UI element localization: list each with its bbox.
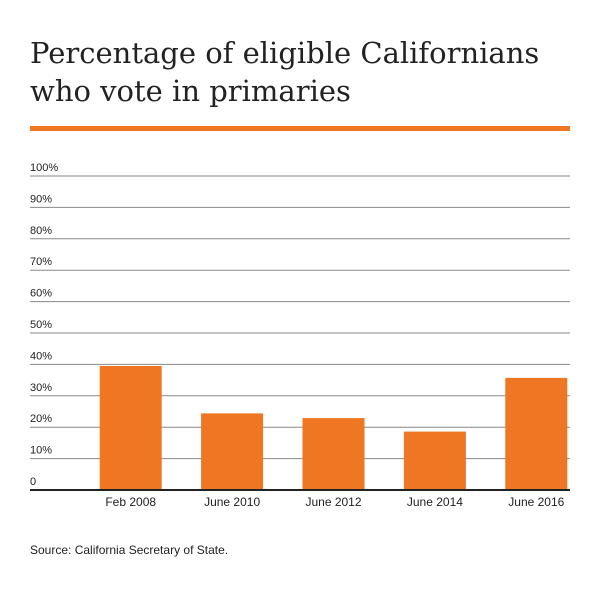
- bar: [302, 418, 365, 490]
- y-tick-label: 10%: [30, 445, 52, 457]
- bar: [505, 377, 568, 490]
- bar-chart: 0 10% 20% 30% 40% 50% 60% 70% 80% 90% 100% Feb 2008…: [30, 162, 570, 509]
- y-tick-label: 100%: [30, 162, 58, 174]
- bar: [201, 413, 264, 490]
- chart-title-line-1: Percentage of eligible Californians: [30, 36, 540, 70]
- x-tick-label: Feb 2008: [105, 495, 156, 509]
- y-tick-label: 20%: [30, 413, 52, 425]
- chart-title-line-2: who vote in primaries: [30, 74, 351, 108]
- y-tick-label: 60%: [30, 288, 52, 300]
- source-note: Source: California Secretary of State.: [30, 543, 229, 557]
- x-tick-label: June 2016: [508, 495, 564, 509]
- x-tick-label: June 2012: [305, 495, 361, 509]
- y-tick-label: 50%: [30, 319, 52, 331]
- x-tick-label: June 2014: [407, 495, 463, 509]
- y-tick-label: 70%: [30, 256, 52, 268]
- y-tick-label: 80%: [30, 225, 52, 237]
- title-divider: [30, 126, 570, 131]
- bar: [403, 431, 466, 490]
- bar: [99, 365, 162, 490]
- x-tick-label: June 2010: [204, 495, 260, 509]
- y-tick-label: 90%: [30, 193, 52, 205]
- chart-title: Percentage of eligible Californians who …: [30, 34, 575, 110]
- y-tick-label: 0: [30, 476, 36, 488]
- y-tick-label: 40%: [30, 350, 52, 362]
- y-tick-label: 30%: [30, 382, 52, 394]
